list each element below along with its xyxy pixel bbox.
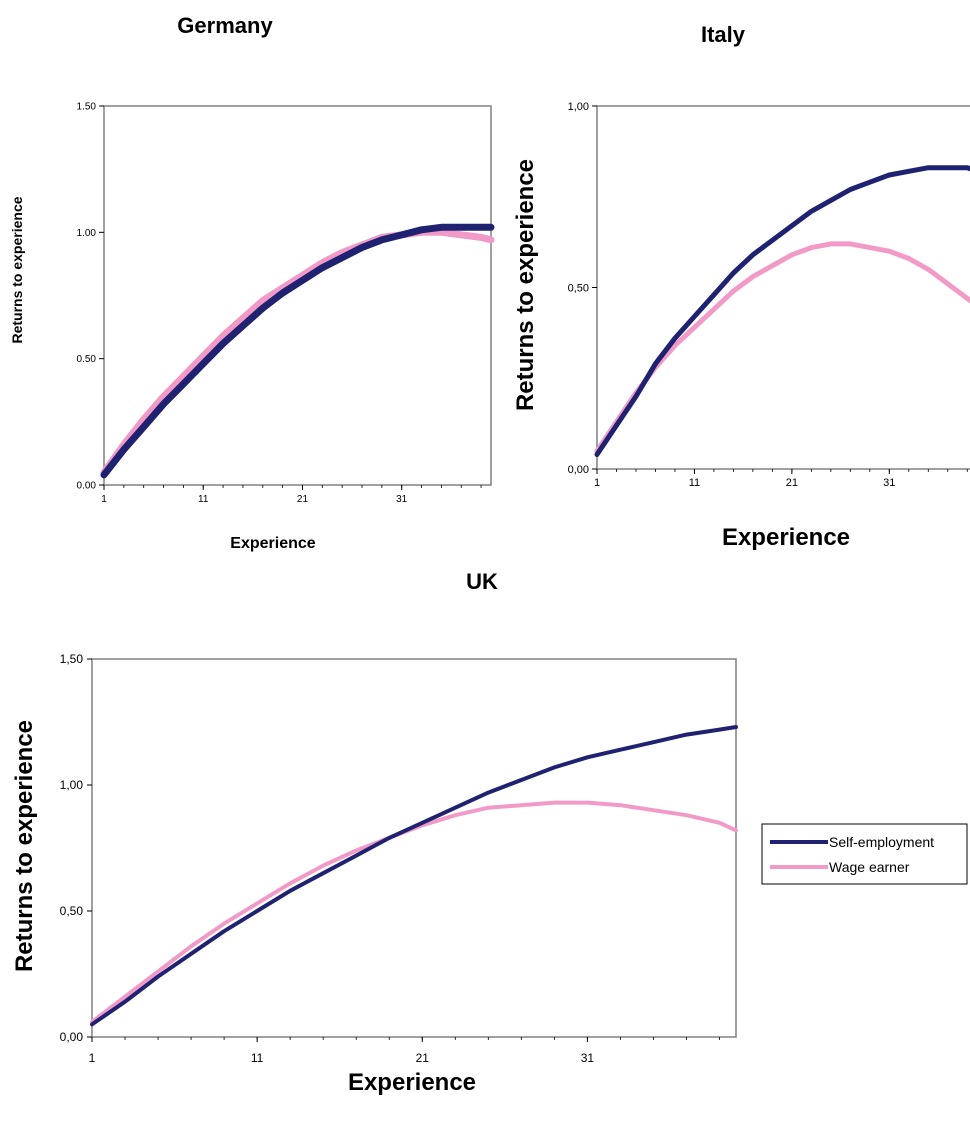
plot-area (596, 105, 970, 470)
series-line-wage-earner (90, 800, 738, 1024)
x-axis-label: Experience (348, 1069, 476, 1096)
x-axis-label: Experience (722, 524, 850, 551)
x-tick-label: 1 (89, 1051, 96, 1065)
y-tick-label: 0.50 (77, 354, 97, 365)
y-tick-label: 0.00 (77, 481, 97, 492)
y-axis-label: Returns to experience (11, 720, 38, 972)
y-tick-label: 1,50 (60, 652, 84, 666)
x-tick-label: 21 (416, 1051, 430, 1065)
x-tick-label: 1 (101, 494, 107, 505)
x-tick-label: 11 (251, 1051, 264, 1065)
legend: Self-employment Wage earner (761, 823, 968, 885)
y-tick-label: 0,50 (60, 904, 84, 918)
plot-area (103, 105, 492, 486)
y-axis-label: Returns to experience (9, 196, 25, 343)
legend-entry: Wage earner (829, 859, 910, 875)
series-line-wage-earner (594, 241, 970, 454)
y-tick-label: 1,00 (60, 778, 84, 792)
series-line-self-employment (90, 725, 738, 1027)
y-tick-label: 0,00 (60, 1030, 84, 1044)
uk-chart: UK0,000,501,001,501 11 21 31ExperienceRetur… (11, 569, 738, 1096)
legend-box (761, 823, 968, 885)
series-line-self-employment (594, 165, 970, 457)
chart-title: Germany (177, 13, 273, 38)
x-tick-label: 31 (883, 477, 895, 489)
y-axis-label: Returns to experience (512, 159, 539, 411)
plot-area (91, 658, 737, 1038)
x-tick-label: 21 (786, 477, 798, 489)
chart-title: UK (466, 569, 498, 594)
chart-title: Italy (701, 22, 746, 47)
y-tick-label: 0,00 (568, 464, 589, 476)
x-tick-label: 31 (396, 494, 408, 505)
y-tick-label: 0,50 (568, 282, 589, 294)
x-tick-label: 1 (594, 477, 600, 489)
y-tick-label: 1,00 (568, 101, 589, 113)
legend-entry: Self-employment (829, 834, 934, 850)
x-tick-label: 31 (581, 1051, 595, 1065)
x-tick-label: 21 (297, 494, 309, 505)
y-tick-label: 1.00 (77, 228, 97, 239)
series-line-wage-earner (100, 228, 495, 476)
x-axis-label: Experience (230, 535, 315, 552)
x-tick-label: 11 (198, 494, 209, 505)
x-tick-label: 11 (689, 477, 700, 489)
y-tick-label: 1.50 (77, 102, 97, 113)
series-line-self-employment (100, 223, 495, 479)
